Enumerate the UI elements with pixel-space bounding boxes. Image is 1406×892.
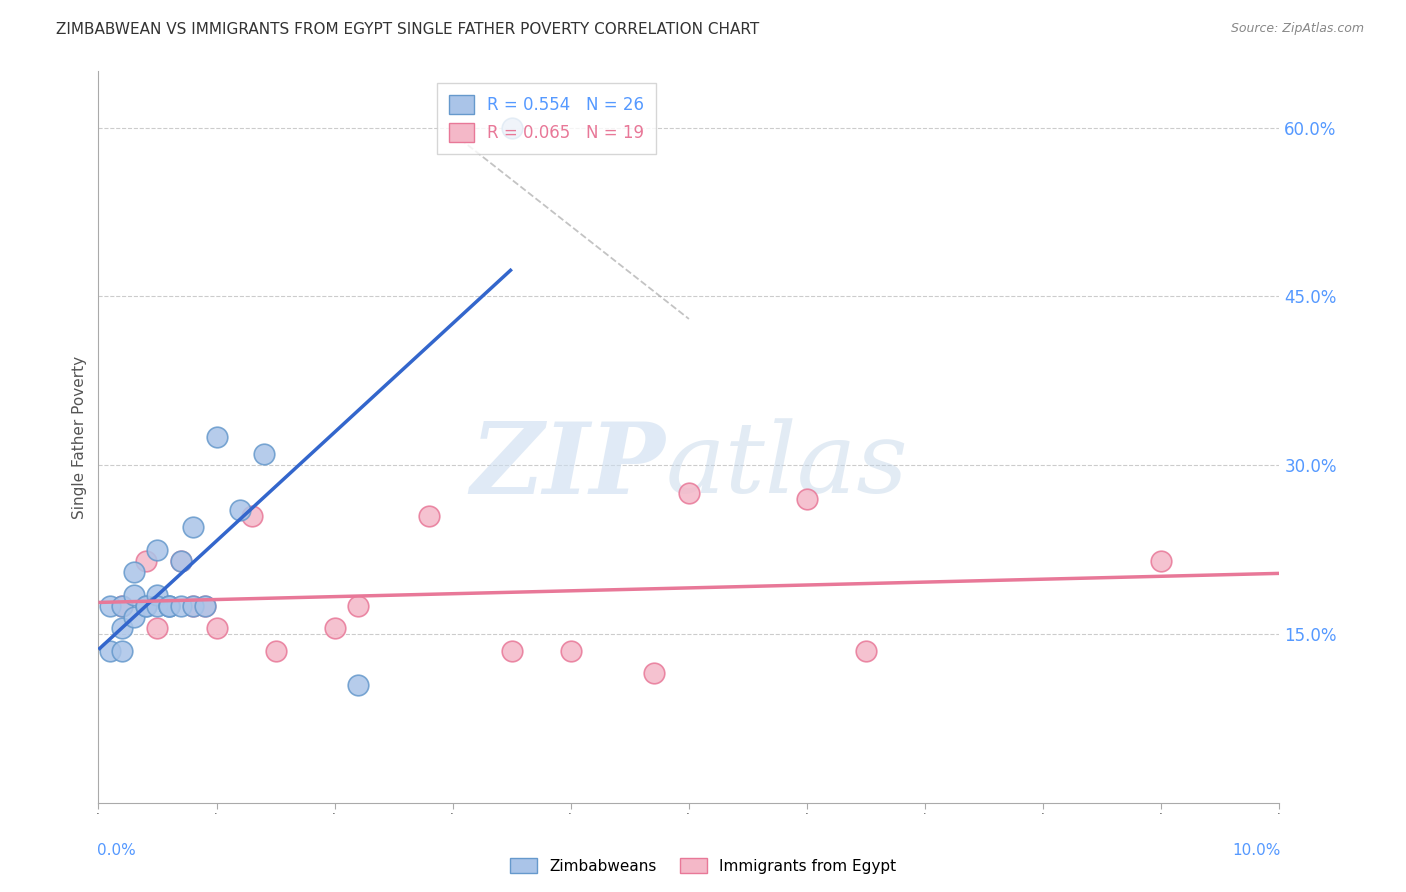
Point <box>855 644 877 658</box>
Point <box>135 599 157 613</box>
Text: Source: ZipAtlas.com: Source: ZipAtlas.com <box>1230 22 1364 36</box>
Point <box>264 644 287 658</box>
Point <box>135 599 157 613</box>
Text: 10.0%: 10.0% <box>1232 843 1281 858</box>
Point <box>170 554 193 568</box>
Point <box>122 565 145 579</box>
Point <box>170 599 193 613</box>
Point <box>157 599 180 613</box>
Point <box>323 621 346 635</box>
Point <box>146 542 169 557</box>
Point <box>170 554 193 568</box>
Point <box>418 508 440 523</box>
Point <box>501 120 523 135</box>
Point <box>122 588 145 602</box>
Point <box>1150 554 1173 568</box>
Point <box>796 491 818 506</box>
Legend: R = 0.554   N = 26, R = 0.065   N = 19: R = 0.554 N = 26, R = 0.065 N = 19 <box>437 83 657 153</box>
Point <box>111 644 134 658</box>
Text: ZIP: ZIP <box>471 418 665 515</box>
Point <box>111 621 134 635</box>
Point <box>347 599 370 613</box>
Point <box>122 610 145 624</box>
Point <box>560 644 582 658</box>
Point <box>111 599 134 613</box>
Point <box>111 599 134 613</box>
Legend: Zimbabweans, Immigrants from Egypt: Zimbabweans, Immigrants from Egypt <box>503 852 903 880</box>
Point <box>157 599 180 613</box>
Point <box>157 599 180 613</box>
Point <box>678 486 700 500</box>
Point <box>205 621 228 635</box>
Text: atlas: atlas <box>665 418 908 514</box>
Point <box>347 678 370 692</box>
Point <box>194 599 217 613</box>
Point <box>135 554 157 568</box>
Point <box>643 666 665 681</box>
Point <box>240 508 263 523</box>
Point <box>181 599 204 613</box>
Point <box>181 520 204 534</box>
Point <box>98 644 121 658</box>
Point <box>229 503 252 517</box>
Point <box>501 644 523 658</box>
Text: ZIMBABWEAN VS IMMIGRANTS FROM EGYPT SINGLE FATHER POVERTY CORRELATION CHART: ZIMBABWEAN VS IMMIGRANTS FROM EGYPT SING… <box>56 22 759 37</box>
Text: 0.0%: 0.0% <box>97 843 136 858</box>
Y-axis label: Single Father Poverty: Single Father Poverty <box>72 356 87 518</box>
Point <box>98 599 121 613</box>
Point <box>146 599 169 613</box>
Point <box>194 599 217 613</box>
Point <box>146 621 169 635</box>
Point <box>146 588 169 602</box>
Point <box>205 430 228 444</box>
Point <box>181 599 204 613</box>
Point <box>253 447 276 461</box>
